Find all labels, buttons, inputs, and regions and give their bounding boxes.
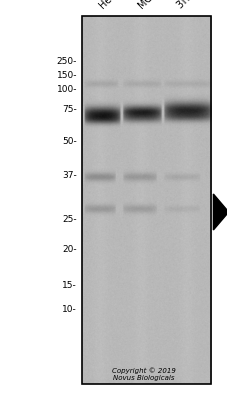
Text: HeLa: HeLa	[97, 0, 122, 10]
Text: 3T3: 3T3	[175, 0, 194, 10]
Text: 75-: 75-	[62, 106, 77, 114]
Text: MCF7: MCF7	[136, 0, 162, 10]
Text: 25-: 25-	[63, 216, 77, 224]
Text: 150-: 150-	[57, 72, 77, 80]
Text: 100-: 100-	[57, 86, 77, 94]
Text: 50-: 50-	[62, 138, 77, 146]
Text: 10-: 10-	[62, 306, 77, 314]
Text: 37-: 37-	[62, 172, 77, 180]
Polygon shape	[213, 194, 227, 230]
Text: 250-: 250-	[57, 58, 77, 66]
Bar	[82, 16, 211, 384]
Text: 20-: 20-	[63, 246, 77, 254]
Text: 15-: 15-	[62, 282, 77, 290]
Text: Copyright © 2019
Novus Biologicals: Copyright © 2019 Novus Biologicals	[112, 367, 176, 381]
